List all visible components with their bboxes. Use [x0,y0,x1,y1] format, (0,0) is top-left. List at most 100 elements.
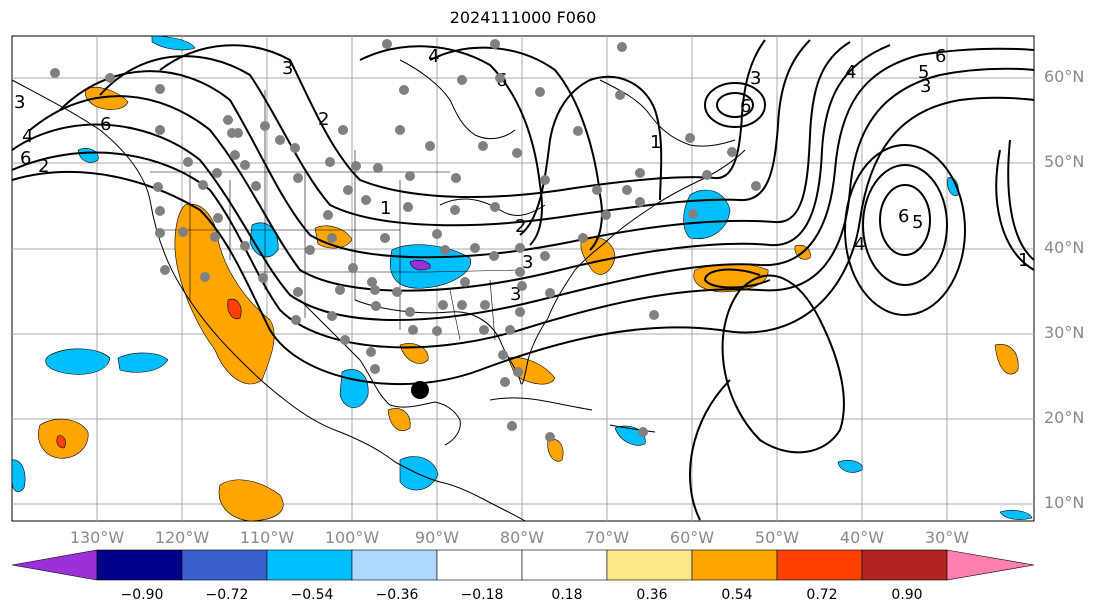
strong-anomaly-core-2 [56,435,66,449]
contour-label: 4 [854,234,865,255]
lat-label: 20°N [1044,408,1085,427]
contour-labels: 3 3 3 2 4 4 4 6 6 6 5 6 5 6 3 3 6 4 2 1 … [14,46,1029,305]
colorbar-tick: −0.72 [205,587,249,603]
lon-label: 40°W [839,528,885,547]
negative-anomaly-atlantic-small [837,460,863,473]
contour-label: 6 [740,96,751,117]
negative-anomaly-pacific-2 [117,352,169,373]
contour-label: 6 [898,206,909,227]
lat-label: 60°N [1044,67,1085,86]
negative-anomaly-atlantic-se [999,510,1033,520]
lon-label: 100°W [324,528,380,547]
colorbar-segment [776,549,863,581]
positive-anomaly-yucatan [387,408,411,431]
contour-south [689,379,731,521]
negative-anomaly-mexico [339,369,369,409]
colorbar-tick: 0.72 [806,587,838,603]
positive-anomaly-east-atlantic [994,344,1019,375]
coastlines [11,59,746,522]
negative-anomaly-north [151,35,196,51]
lon-label: 90°W [414,528,460,547]
station-markers [50,39,761,442]
contour-label: 2 [515,216,526,237]
colorbar-tick: 0.18 [551,587,583,603]
lon-label: 60°W [669,528,715,547]
contour-label: 3 [920,76,931,97]
contour-label: 5 [918,62,929,83]
contour-label: 2 [38,156,49,177]
lon-label: 80°W [499,528,545,547]
negative-anomaly-pacific-1 [45,348,111,375]
colorbar-tick: −0.18 [460,587,504,603]
storm-center-marker [411,381,429,399]
colorbar-segment [606,549,693,581]
colorbar-tick: −0.90 [120,587,164,603]
chart-title: 2024111000 F060 [449,8,597,27]
contour-closed-low-1 [704,82,766,128]
colorbar-segment [521,549,608,581]
contour-label: 3 [750,68,761,89]
negative-anomaly-puerto-rico [614,425,646,446]
negative-anomaly-purple-core [409,260,431,271]
positive-anomaly-southwest-us [174,203,275,385]
colorbar-segment [691,549,778,581]
height-contours [11,39,1035,521]
contour-label: 4 [845,62,856,83]
contour-label: 6 [935,46,946,67]
colorbar-tick: 0.54 [721,587,753,603]
negative-anomaly-nova-scotia [683,189,731,240]
colorbar-segment [351,549,438,581]
contour-label: 4 [428,46,439,67]
contour-label: 2 [318,109,329,130]
contour-label: 3 [522,252,533,273]
contour-closed-high-3 [879,184,931,256]
colorbar-segment [96,549,183,581]
positive-anomaly-caribbean [547,438,564,462]
contour-label: 1 [1018,250,1029,271]
contour-closed-low-2 [716,92,754,118]
colorbar-segment [181,549,268,581]
colorbar-segment [11,549,98,581]
lon-label: 110°W [239,528,295,547]
contour-closed-high-1 [844,144,966,316]
strong-anomaly-core [227,298,242,320]
contour-label: 3 [282,58,293,79]
lon-label: 120°W [154,528,210,547]
lon-label: 130°W [69,528,125,547]
contour-label: 3 [14,92,25,113]
contour-label: 6 [20,148,31,169]
colorbar [11,549,1035,581]
positive-anomaly-virginia [580,236,616,275]
contour-label: 6 [100,114,111,135]
state-borders [150,90,521,341]
contour-small-atlantic [703,268,771,289]
lat-label: 50°N [1044,152,1085,171]
positive-anomaly-canada-pacific [85,87,129,110]
negative-anomaly-central-america [399,456,439,491]
colorbar-tick: −0.54 [290,587,334,603]
colorbar-segment [436,549,523,581]
lat-label: 30°N [1044,323,1085,342]
lon-label: 30°W [924,528,970,547]
colorbar-tick: 0.90 [891,587,923,603]
contour-label: 5 [912,212,923,233]
contour-label: 4 [22,126,33,147]
positive-anomaly-eastern-pacific [218,479,284,522]
colorbar-segment [266,549,353,581]
negative-anomaly-west-edge [11,459,26,493]
contour-closed-high-2 [862,164,948,286]
colorbar-segment [946,549,1035,581]
lon-label: 70°W [584,528,630,547]
contour-label: 1 [380,198,391,219]
lon-label: 50°W [754,528,800,547]
colorbar-tick: 0.36 [636,587,668,603]
contour-atlantic-loop [721,274,845,454]
lat-label: 10°N [1044,493,1085,512]
contour-label: 1 [650,132,661,153]
negative-anomaly-ohio-valley [390,244,472,289]
colorbar-tick: −0.36 [375,587,419,603]
colorbar-segment [861,549,948,581]
lat-label: 40°N [1044,238,1085,257]
graticule [12,36,1034,521]
